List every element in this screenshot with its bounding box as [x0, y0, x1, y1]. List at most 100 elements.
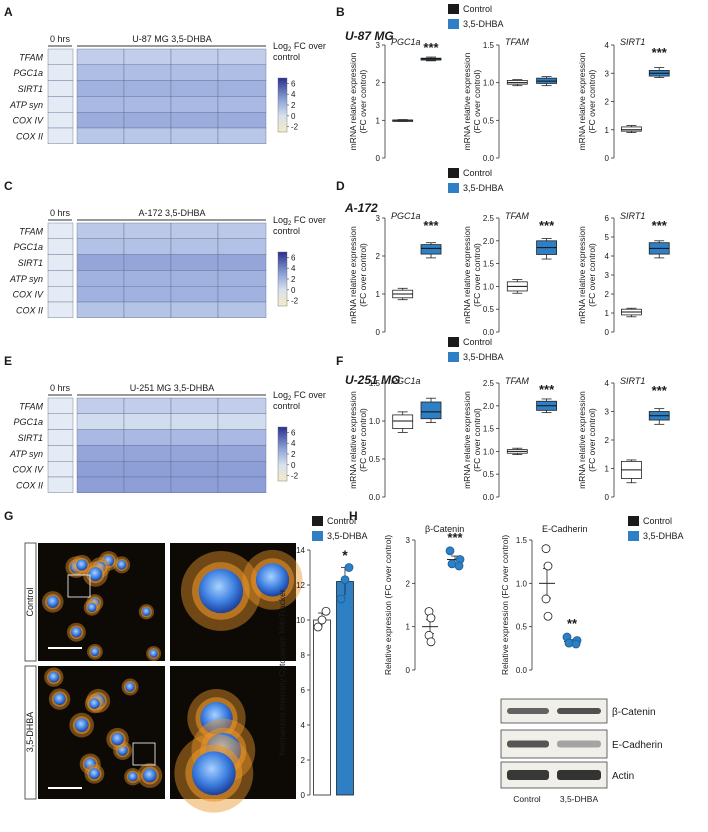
legend-h: Control 3,5-DHBA	[628, 516, 684, 541]
y-tick-label: 1.5	[369, 379, 381, 388]
y-tick-label: 0.5	[483, 116, 495, 125]
heatmap-cell	[47, 397, 74, 415]
data-point	[454, 561, 464, 571]
colorbar-tick-label: 0	[291, 461, 296, 470]
heatmap-cell	[123, 254, 172, 271]
y-tick-label: 3	[605, 69, 610, 78]
heatmap-cell	[76, 413, 125, 430]
heatmap-cell	[217, 286, 267, 303]
heatmap-cell	[170, 111, 219, 129]
heatmap-cell	[76, 254, 125, 271]
heatmap-cell	[217, 301, 267, 319]
y-tick-label: 0.0	[483, 493, 495, 502]
heatmap-cell	[47, 96, 74, 113]
y-tick-label: 2	[301, 756, 306, 765]
y-axis-label: Relative expression (FC over control)	[500, 535, 510, 675]
nucleus	[149, 649, 158, 658]
plot-title: SIRT1	[620, 211, 645, 221]
data-point	[426, 637, 436, 647]
heatmap-cell	[123, 111, 172, 129]
panel-letter-d: D	[336, 179, 345, 193]
blot-band	[507, 708, 549, 714]
colorbar	[277, 77, 288, 133]
legend-swatch-treatment	[448, 352, 459, 362]
significance-mark: *	[342, 547, 348, 563]
nucleus	[88, 567, 103, 582]
heatmap-cell	[47, 222, 74, 240]
y-tick-label: 2	[376, 79, 381, 88]
heatmap-cell	[47, 270, 74, 287]
gene-label: PGC1a	[13, 68, 43, 78]
y-tick-label: 1.5	[483, 41, 495, 50]
y-tick-label: 1.0	[483, 79, 495, 88]
y-tick-label: 3	[376, 41, 381, 50]
heatmap-cell	[123, 96, 172, 113]
data-point	[445, 546, 455, 556]
heatmap-cell	[123, 238, 172, 255]
y-tick-label: 0.0	[369, 493, 381, 502]
y-tick-label: 2	[376, 252, 381, 261]
nucleus	[74, 718, 89, 733]
heatmap-e: 0 hrs U-251 MG 3,5-DHBA TFAM PGC1a SIRT1 ATP …	[9, 383, 326, 494]
boxplot-sirt1: 0 1 2 3 4 mRNA relative expression(FC over co…	[577, 376, 670, 502]
heatmap-cell	[47, 445, 74, 462]
y-tick-label: 2.0	[483, 237, 495, 246]
y-tick-label: 2.5	[483, 214, 495, 223]
nucleus	[142, 768, 157, 783]
heatmap-cell	[217, 461, 267, 478]
row-label-control: Control	[25, 587, 35, 616]
box-treatment	[420, 244, 442, 255]
gene-label: ATP syn	[9, 100, 43, 110]
data-point	[317, 615, 327, 625]
colorbar-title: Log2 FC over	[273, 41, 326, 53]
heatmap-cell	[76, 476, 125, 494]
nucleus	[89, 698, 100, 709]
plot-title: E-Cadherin	[542, 524, 588, 534]
heatmap-cell	[217, 64, 267, 81]
colorbar-tick-label: -2	[291, 123, 299, 132]
data-point	[426, 613, 436, 623]
colorbar-tick-label: 6	[291, 79, 296, 88]
blot-band-label: Actin	[612, 771, 634, 782]
legend-label-treatment: 3,5-DHBA	[463, 352, 504, 362]
y-tick-label: 1.0	[369, 417, 381, 426]
y-tick-label: 0	[376, 154, 381, 163]
heatmap-cell	[170, 397, 219, 415]
panel-letter-b: B	[336, 5, 345, 19]
heatmap-condition-label: A-172 3,5-DHBA	[138, 208, 205, 218]
colorbar-tick-label: 6	[291, 253, 296, 262]
significance-mark: ***	[539, 218, 555, 233]
gene-label: SIRT1	[18, 433, 43, 443]
y-tick-label: 3	[605, 271, 610, 280]
nucleus	[71, 627, 82, 638]
nucleus	[76, 559, 88, 571]
row-label-box	[24, 542, 37, 662]
y-tick-label: 4	[301, 721, 306, 730]
heatmap-cell	[76, 127, 125, 145]
legend-swatch-treatment	[312, 531, 323, 541]
legend-swatch-control	[448, 4, 459, 14]
heatmap-cell	[47, 111, 74, 129]
heatmap-cell	[123, 476, 172, 494]
data-point	[344, 563, 354, 572]
gene-label: TFAM	[19, 401, 43, 411]
heatmap-cell	[170, 429, 219, 446]
y-tick-label: 0.5	[516, 623, 528, 632]
gene-label: COX IV	[12, 116, 44, 126]
heatmap-cell	[47, 254, 74, 271]
y-tick-label: 1	[376, 290, 381, 299]
panel-letter-g: G	[4, 509, 13, 523]
cell-line-title: A-172	[344, 201, 378, 215]
data-point	[313, 622, 323, 632]
colorbar-tick-label: 0	[291, 286, 296, 295]
colorbar-tick-label: 2	[291, 101, 296, 110]
heatmap-cell	[123, 397, 172, 415]
heatmap-cell	[217, 96, 267, 113]
y-tick-label: 0.0	[483, 154, 495, 163]
nucleus	[88, 768, 100, 780]
data-point	[543, 611, 553, 621]
colorbar-tick-label: -2	[291, 472, 299, 481]
heatmap-cell	[76, 64, 125, 81]
y-tick-label: 0	[406, 666, 411, 675]
